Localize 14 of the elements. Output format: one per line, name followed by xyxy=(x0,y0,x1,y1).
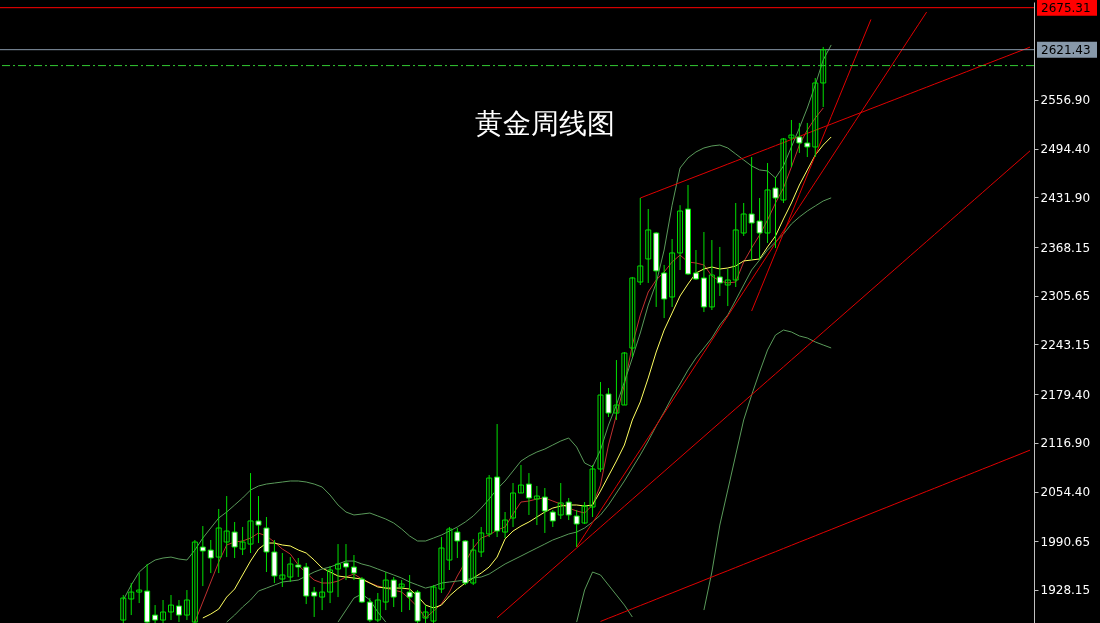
y-tick-label: 2305.65 xyxy=(1040,289,1091,304)
ref-line-label: 2675.31 xyxy=(1041,0,1091,15)
text: 黄金周线图 xyxy=(475,107,615,140)
y-tick-label: 2431.90 xyxy=(1040,190,1091,205)
y-tick-label: 2179.40 xyxy=(1040,387,1091,402)
y-tick-label: 1928.15 xyxy=(1040,583,1091,598)
y-tick-label: 2368.15 xyxy=(1040,240,1091,255)
y-tick-label: 1990.65 xyxy=(1040,534,1091,549)
ref-line-label: 2621.43 xyxy=(1041,42,1091,57)
y-tick-label: 2116.90 xyxy=(1040,436,1091,451)
y-tick-label: 2494.40 xyxy=(1040,142,1091,157)
y-tick-label: 2243.15 xyxy=(1040,337,1091,352)
y-tick-label: 2556.90 xyxy=(1040,93,1091,108)
y-tick-label: 2054.40 xyxy=(1040,485,1091,500)
